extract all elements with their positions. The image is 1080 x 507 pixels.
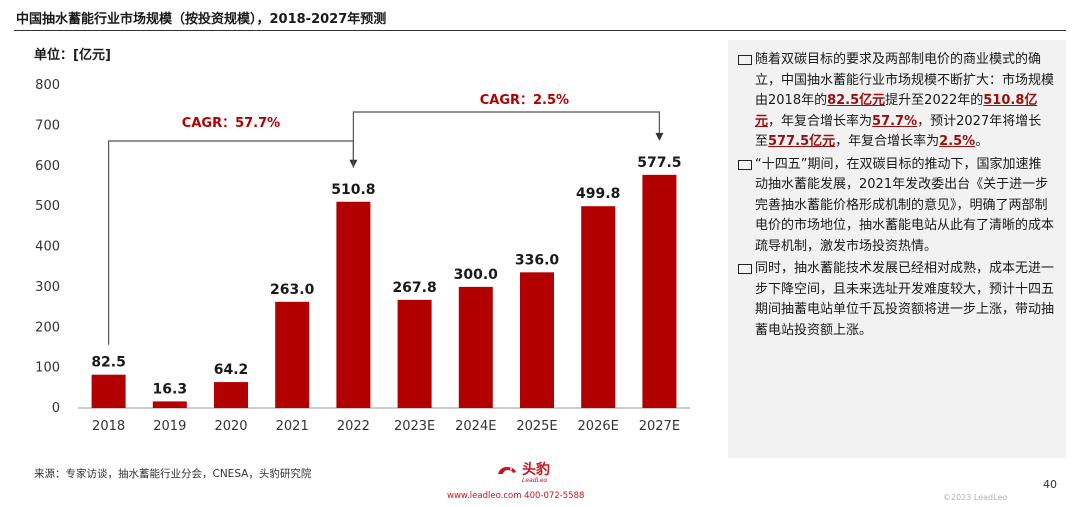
y-tick-label: 600 [35, 159, 60, 174]
x-tick-label-2027E: 2027E [639, 419, 680, 434]
bar-2027E [642, 174, 677, 408]
contact-info: www.leadleo.com 400-072-5588 [447, 491, 585, 501]
y-tick-label: 300 [35, 280, 60, 295]
x-tick-label-2022: 2022 [337, 419, 370, 434]
value-label-2026E: 499.8 [576, 186, 620, 202]
value-label-2019: 16.3 [153, 381, 188, 397]
commentary-bullet-2: “十四五”期间，在双碳目标的推动下，国家加速推动抽水蓄能发展，2021年发改委出… [738, 155, 1054, 258]
page-number: 40 [1043, 478, 1057, 491]
leadleo-logo: 头豹 LeadLeo [496, 459, 550, 484]
y-tick-label: 500 [35, 199, 60, 214]
commentary-bullet-1: 随着双碳目标的要求及两部制电价的商业模式的确立，中国抽水蓄能行业市场规模不断扩大… [738, 50, 1054, 153]
x-tick-label-2023E: 2023E [394, 419, 435, 434]
x-tick-label-2025E: 2025E [516, 419, 557, 434]
bar-2018 [91, 374, 126, 408]
highlight-cagr-2: 2.5% [939, 134, 976, 149]
unit-label: 单位：[亿元] [34, 48, 111, 63]
leopard-icon [498, 466, 516, 474]
cagr-connector-2 [352, 111, 661, 168]
y-tick-label: 700 [35, 118, 60, 133]
y-tick-label: 200 [35, 320, 60, 335]
cagr-connector-1 [107, 140, 354, 345]
value-label-2023E: 267.8 [392, 280, 436, 296]
logo-subtext: LeadLeo [522, 477, 548, 484]
y-tick-label: 0 [52, 401, 60, 416]
checkbox-icon [738, 264, 752, 274]
bar-2025E [520, 272, 554, 408]
bar-2023E [397, 299, 432, 408]
commentary-panel: 随着双碳目标的要求及两部制电价的商业模式的确立，中国抽水蓄能行业市场规模不断扩大… [728, 40, 1066, 458]
value-label-2020: 64.2 [214, 362, 249, 378]
logo-text: 头豹 [522, 462, 550, 478]
highlight-2027-value: 577.5亿元 [768, 134, 836, 149]
copyright: ©2023 LeadLeo [943, 493, 1008, 502]
bar-2020 [214, 382, 248, 408]
bar-2021 [275, 301, 310, 408]
page-title: 中国抽水蓄能行业市场规模（按投资规模），2018-2027年预测 [16, 12, 387, 27]
value-label-2024E: 300.0 [454, 267, 499, 283]
x-tick-label-2020: 2020 [214, 419, 247, 434]
value-label-2022: 510.8 [331, 182, 375, 198]
x-tick-label-2024E: 2024E [455, 419, 496, 434]
x-tick-label-2018: 2018 [92, 419, 125, 434]
commentary-bullet-3: 同时，抽水蓄能技术发展已经相对成熟，成本无进一步下降空间，且未来选址开发难度较大… [738, 259, 1054, 341]
y-tick-label: 100 [35, 361, 60, 376]
cagr-arrowhead-2 [655, 132, 664, 141]
value-label-2027E: 577.5 [637, 155, 681, 171]
cagr-label-1: CAGR：57.7% [182, 116, 280, 131]
value-label-2021: 263.0 [270, 282, 315, 298]
highlight-2022-value: 510.8亿元 [755, 93, 1038, 129]
cagr-label-2: CAGR：2.5% [480, 93, 569, 108]
value-label-2025E: 336.0 [515, 252, 560, 268]
checkbox-icon [738, 55, 752, 65]
x-tick-label-2021: 2021 [276, 419, 309, 434]
x-tick-label-2019: 2019 [153, 419, 186, 434]
bar-2022 [336, 201, 371, 408]
y-tick-label: 400 [35, 240, 60, 255]
bar-2019 [152, 401, 187, 408]
title-divider [14, 30, 1066, 31]
y-tick-label: 800 [35, 78, 60, 93]
highlight-2018-value: 82.5亿元 [827, 93, 886, 108]
x-tick-label-2026E: 2026E [578, 419, 619, 434]
value-label-2018: 82.5 [91, 355, 126, 371]
highlight-cagr-1: 57.7% [872, 113, 918, 129]
source-note: 来源：专家访谈，抽水蓄能行业分会，CNESA，头豹研究院 [34, 468, 312, 480]
bar-2026E [581, 206, 616, 408]
bar-chart: 0 100 200 300 400 500 600 700 800 82.5 2018 16.3 201… [35, 78, 690, 434]
checkbox-icon [738, 159, 752, 170]
bar-2024E [458, 286, 493, 408]
